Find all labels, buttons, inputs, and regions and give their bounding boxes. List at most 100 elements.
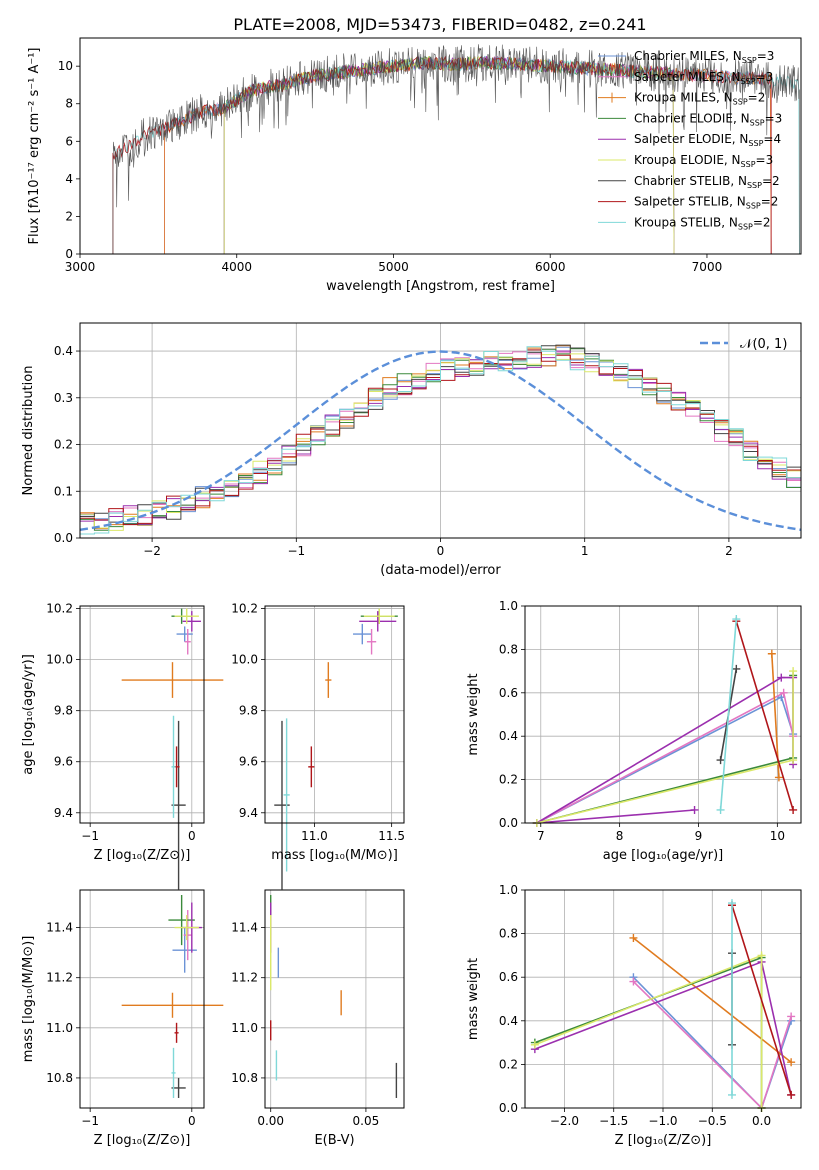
y-tick-label: 9.6	[239, 755, 258, 769]
y-axis-label: mass weight	[466, 673, 481, 755]
x-tick-label: 1	[581, 544, 589, 558]
x-tick-label: 7000	[692, 260, 723, 274]
y-tick-label: 0.0	[499, 1101, 518, 1115]
weight-series	[719, 618, 738, 811]
y-tick-label: 10.2	[231, 602, 258, 616]
x-tick-label: 0	[437, 544, 445, 558]
y-tick-label: 0.1	[54, 484, 73, 498]
errorbar-point	[363, 608, 395, 624]
y-tick-label: 0.8	[499, 642, 518, 656]
weight-marker	[787, 1012, 796, 1021]
panel-spectrum: 3000 4000 5000 6000 7000 0 2 4 6 8 10 wavelength [A…	[27, 37, 802, 294]
errorbar-point	[308, 746, 315, 788]
panel-weight_z: −2.0 −1.5 −1.0 −0.5 0.0 0.0 0.2 0.4 0.6 0.8 1.0 Z […	[466, 883, 802, 1148]
x-axis-label: age [log₁₀(age/yr)]	[603, 848, 724, 863]
y-axis-label: Flux [fλ10⁻¹⁷ erg cm⁻² s⁻¹ A⁻¹]	[27, 48, 42, 245]
panel-weight_age: 7 8 9 10 0.0 0.2 0.4 0.6 0.8 1.0 age [log₁₀(age/yr…	[466, 599, 802, 863]
weight-marker	[779, 688, 788, 697]
weight-marker	[757, 951, 766, 960]
x-tick-label: 0.0	[752, 1114, 771, 1128]
weight-marker	[732, 615, 741, 624]
y-tick-label: 0.2	[499, 1057, 518, 1071]
errorbar-point	[325, 662, 332, 698]
errorbar-point	[183, 910, 192, 961]
weight-marker	[767, 649, 776, 658]
x-tick-label: −1.5	[599, 1114, 628, 1128]
axes-frame	[264, 889, 405, 1109]
x-tick-label: 7	[537, 829, 545, 843]
y-tick-label: 9.4	[239, 806, 258, 820]
legend-label: Kroupa MILES, NSSP=2	[634, 91, 765, 107]
y-tick-label: 9.4	[54, 806, 73, 820]
weight-marker	[789, 756, 798, 765]
y-tick-label: 0.6	[499, 686, 518, 700]
errorbar-point	[274, 720, 290, 890]
weight-marker	[789, 667, 798, 676]
x-tick-label: 10	[770, 829, 785, 843]
axes-frame	[79, 37, 802, 255]
x-axis-label: E(B-V)	[314, 1133, 354, 1148]
errorbar-point	[174, 1022, 179, 1043]
y-tick-label: 10.2	[46, 602, 73, 616]
axes-frame	[79, 322, 802, 539]
errorbar-point	[353, 623, 372, 645]
weight-marker	[774, 773, 783, 782]
x-tick-label: 0.00	[257, 1114, 284, 1128]
plot-area	[79, 344, 802, 538]
plot-area	[270, 895, 398, 1098]
x-tick-label: 4000	[221, 260, 252, 274]
legend: Chabrier MILES, NSSP=3 Salpeter MILES, NS…	[598, 49, 782, 231]
legend-label: Salpeter ELODIE, NSSP=4	[634, 132, 781, 148]
errorbar-point	[182, 611, 201, 632]
plot-area	[274, 608, 398, 890]
panel-age_z: −1 0 9.4 9.6 9.8 10.0 10.2 Z [log₁₀(Z/Z⊙)] age […	[21, 602, 224, 890]
x-tick-label: −1	[81, 829, 99, 843]
weight-series	[536, 676, 794, 824]
y-axis-label: mass [log₁₀(M/M⊙)]	[21, 936, 36, 1063]
y-tick-label: 11.0	[46, 1021, 73, 1035]
weight-series	[534, 954, 763, 1108]
x-tick-label: −1	[81, 1114, 99, 1128]
weight-marker	[787, 1090, 796, 1099]
x-tick-label: −2.0	[550, 1114, 579, 1128]
y-tick-label: 10.0	[231, 653, 258, 667]
figure-title: PLATE=2008, MJD=53473, FIBERID=0482, z=0…	[233, 15, 646, 34]
legend-label: Salpeter MILES, NSSP=3	[634, 70, 773, 86]
errorbar-point	[184, 628, 191, 655]
weight-marker	[789, 805, 798, 814]
panel-residuals: −2 −1 0 1 2 0.0 0.1 0.2 0.3 0.4 (data-model)/error…	[21, 322, 802, 578]
weight-marker	[530, 1040, 539, 1049]
y-tick-label: 0	[65, 247, 73, 261]
weight-marker	[732, 664, 741, 673]
errorbar-point	[359, 611, 397, 632]
plot-area	[121, 608, 224, 890]
x-tick-label: 3000	[65, 260, 96, 274]
y-tick-label: 10	[58, 59, 73, 73]
weight-marker	[728, 1090, 736, 1099]
x-tick-label: −0.5	[698, 1114, 727, 1128]
y-axis-label: mass weight	[466, 958, 481, 1040]
y-tick-label: 1.0	[499, 883, 518, 897]
axes-frame	[524, 605, 802, 824]
errorbar-point	[172, 927, 197, 973]
x-tick-label: 0.05	[353, 1114, 380, 1128]
plot-area	[112, 44, 800, 255]
axes-frame	[79, 605, 205, 824]
axes-frame	[79, 889, 205, 1109]
x-axis-label: wavelength [Angstrom, rest frame]	[326, 279, 555, 294]
y-tick-label: 9.8	[54, 704, 73, 718]
y-tick-label: 11.4	[46, 921, 73, 935]
x-tick-label: 0	[188, 1114, 196, 1128]
y-tick-label: 0.2	[499, 773, 518, 787]
y-tick-label: 9.6	[54, 755, 73, 769]
y-tick-label: 0.8	[499, 927, 518, 941]
x-tick-label: 11.0	[301, 829, 328, 843]
weight-marker	[629, 933, 638, 942]
y-tick-label: 9.8	[239, 704, 258, 718]
y-tick-label: 0.4	[499, 729, 518, 743]
x-tick-label: −2	[143, 544, 161, 558]
weight-marker	[716, 756, 725, 765]
x-tick-label: 5000	[378, 260, 409, 274]
y-tick-label: 1.0	[499, 599, 518, 613]
